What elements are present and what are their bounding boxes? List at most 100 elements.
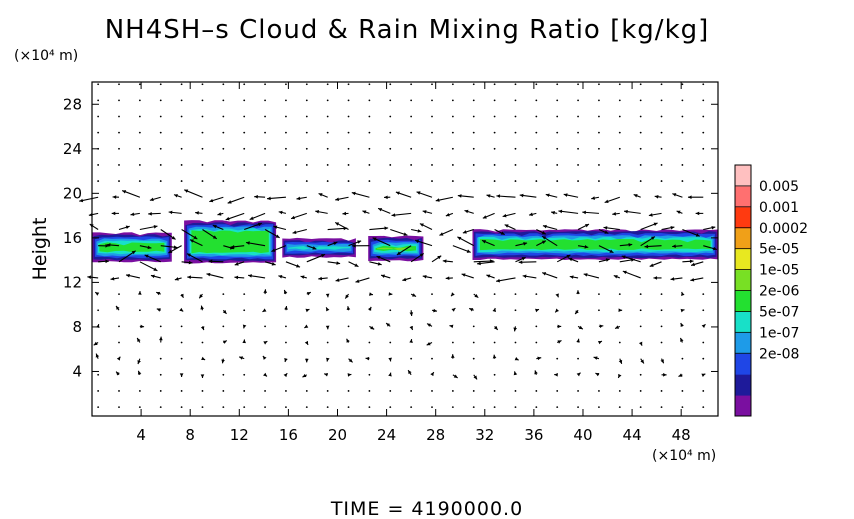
wind-vector-dot (535, 131, 538, 134)
colorbar-label: 5e-07 (759, 304, 799, 320)
wind-vector-head (597, 340, 602, 345)
colorbar-swatch (735, 374, 751, 396)
colorbar-label: 0.005 (759, 179, 799, 195)
wind-vector-head (222, 309, 227, 314)
wind-vector-dot (639, 115, 642, 118)
wind-vector-head (622, 270, 627, 275)
x-tick-label: 4 (136, 426, 146, 444)
wind-vector-dot (431, 99, 433, 102)
wind-vector-head (663, 373, 667, 377)
wind-vector-dot (305, 406, 308, 408)
wind-vector-dot (451, 180, 454, 182)
wind-vector-head (427, 323, 432, 327)
wind-vector-head (426, 341, 431, 346)
wind-vector-dot (410, 164, 413, 166)
wind-vector-head (201, 356, 206, 361)
wind-vector-dot (535, 341, 538, 344)
wind-vector-dot (681, 180, 684, 182)
wind-vector-dot (326, 180, 329, 182)
wind-vector-head (234, 262, 239, 266)
wind-vector-dot (138, 180, 141, 182)
wind-vector-dot (577, 357, 579, 360)
wind-vector-dot (368, 341, 371, 344)
wind-vector-dot (180, 147, 183, 150)
wind-vector-head (217, 212, 222, 216)
wind-vector-dot (180, 164, 183, 166)
colorbar-swatch (735, 185, 751, 208)
wind-vector-head (422, 274, 427, 279)
wind-vector-head (650, 236, 655, 240)
wind-vector-dot (556, 131, 559, 134)
wind-vector-head (481, 240, 486, 244)
wind-vector-dot (118, 131, 120, 134)
y-axis-ticks: 4 8 12 16 20 24 28 (63, 95, 718, 380)
wind-vector-head (357, 240, 362, 244)
wind-vector-dot (264, 180, 266, 182)
wind-vector-head (593, 356, 598, 360)
wind-vector-dot (493, 341, 496, 344)
wind-vector-dot (514, 309, 517, 312)
wind-vector-dot (118, 164, 120, 166)
wind-vector-dot (535, 390, 538, 392)
wind-vector-head (621, 255, 626, 259)
colorbar-label: 2e-08 (759, 346, 799, 362)
wind-vector-dot (97, 164, 100, 166)
wind-vector-dot (681, 115, 684, 118)
wind-vector-dot (639, 373, 642, 376)
wind-vector-dot (243, 406, 246, 408)
wind-vector-head (537, 356, 542, 361)
wind-vector-head (168, 210, 173, 215)
wind-vector-head (242, 324, 247, 329)
wind-vector-dot (472, 131, 475, 134)
wind-vector-head (604, 230, 609, 234)
wind-vector-head (551, 211, 556, 215)
wind-vector-head (168, 249, 173, 253)
wind-vector-head (249, 216, 254, 220)
wind-vector-dot (472, 390, 475, 392)
wind-vector-head (695, 233, 700, 237)
wind-vector-dot (222, 83, 225, 86)
colorbar-swatch (735, 332, 751, 354)
wind-vector-dot (180, 131, 183, 134)
wind-vector-head (291, 215, 296, 220)
wind-vector-head (670, 225, 675, 230)
wind-vector-dot (598, 180, 600, 182)
wind-vector-dot (180, 115, 183, 118)
wind-vector-dot (514, 164, 517, 166)
wind-vector-head (180, 293, 184, 298)
wind-vector-dot (264, 131, 266, 134)
wind-vector-dot (618, 115, 621, 118)
wind-vector-head (335, 278, 340, 282)
wind-vector-head (173, 245, 178, 249)
wind-vector-head (187, 275, 191, 280)
wind-vector-dot (285, 180, 287, 182)
wind-vector-head (188, 260, 193, 265)
wind-vector-dot (431, 293, 433, 295)
wind-vector-dot (347, 147, 350, 150)
wind-vector-dot (451, 406, 454, 408)
wind-vector-dot (138, 99, 141, 102)
wind-vector-head (678, 373, 683, 377)
wind-vector-head (609, 249, 614, 253)
wind-vector-dot (389, 147, 392, 150)
wind-vector-dot (347, 131, 350, 134)
wind-vector-head (462, 230, 467, 234)
wind-vector-head (110, 276, 115, 281)
wind-vector-head (105, 244, 110, 248)
wind-vector-dot (639, 147, 642, 150)
wind-vector-head (335, 197, 340, 202)
wind-vector-head (419, 223, 424, 227)
wind-vector-head (246, 241, 250, 245)
wind-vector-dot (639, 180, 642, 182)
wind-vector-head (263, 372, 267, 377)
wind-vector-dot (243, 115, 246, 118)
wind-vector-head (557, 340, 562, 344)
wind-vector-dot (389, 309, 392, 312)
wind-vector-head (461, 273, 466, 277)
wind-vector-head (437, 255, 442, 260)
wind-vector-dot (118, 406, 120, 408)
wind-vector-head (130, 212, 135, 217)
wind-vector-head (370, 325, 375, 330)
wind-vector-dot (285, 131, 287, 134)
wind-vector-head (305, 308, 310, 313)
